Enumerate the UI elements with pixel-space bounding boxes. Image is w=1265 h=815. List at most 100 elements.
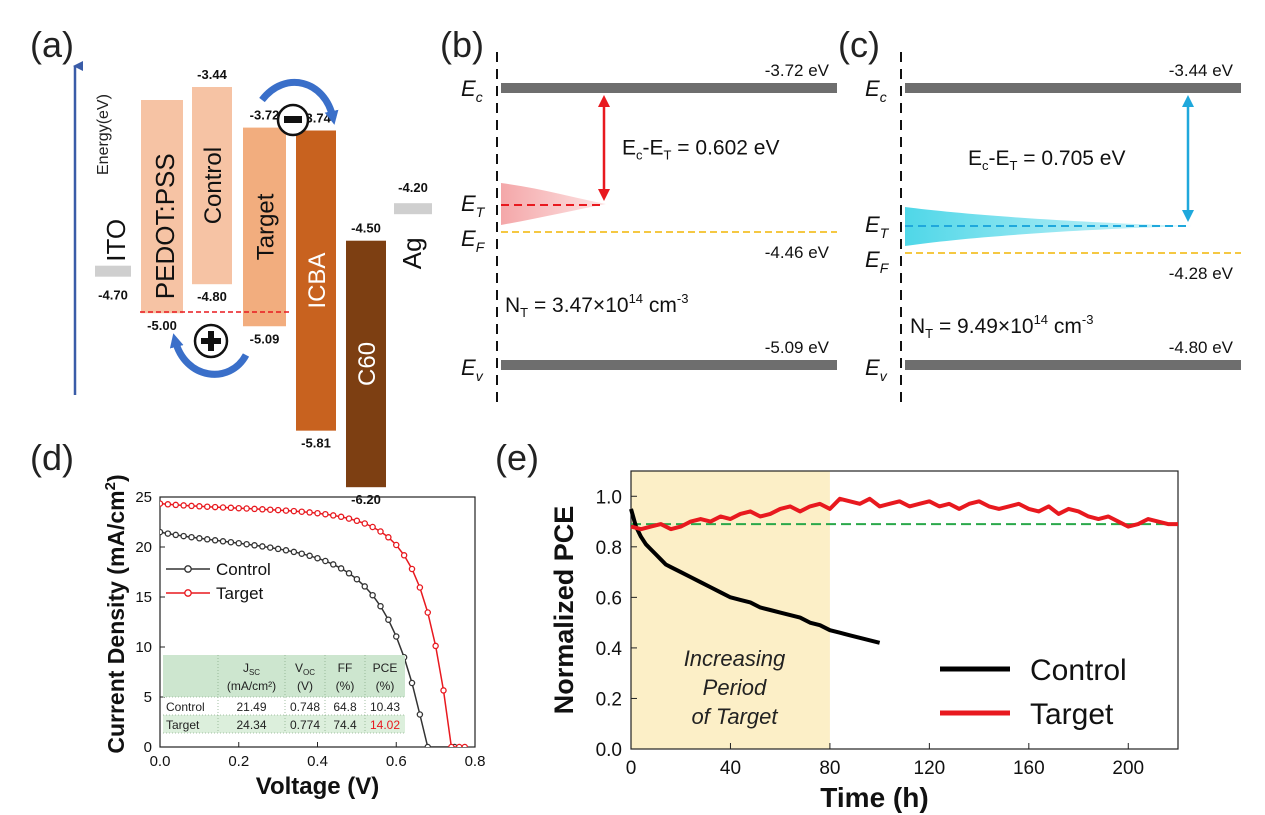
x-tick-label: 0 [626,758,637,779]
data-point-control [322,557,329,565]
table-cell: 64.8 [333,700,357,714]
table-row-label: Control [166,700,205,714]
data-point-target [424,609,431,616]
ec-value: -3.44 eV [1169,61,1234,80]
data-point-target [461,743,469,747]
level-target-top-value: -3.72 [250,108,280,123]
table-header: PCE [373,661,398,675]
et-label: ET [461,191,486,220]
data-point-control [188,533,195,541]
shaded-region-text: Increasing [684,646,786,671]
table-row-target-bg [163,715,405,733]
level-ito [95,265,131,277]
y-axis-label: Normalized PCE [549,506,579,715]
data-point-target [298,508,305,515]
data-point-control [408,679,416,687]
minus-sign [284,116,302,123]
legend-marker-control [184,565,192,573]
level-pedot [141,100,183,314]
data-point-target [322,510,329,518]
data-point-control [282,547,290,554]
data-point-target [227,504,235,512]
ef-value: -4.28 eV [1169,264,1234,283]
level-ito-value: -4.70 [98,288,128,303]
data-point-target [164,501,172,508]
data-point-control [211,537,219,544]
table-header: VOC [295,661,315,677]
data-point-target [369,523,376,531]
data-point-target [456,743,463,747]
y-tick-label: 1.0 [596,487,622,508]
table-cell: 0.774 [290,718,320,732]
x-tick-label: 80 [819,758,840,779]
jv-chart: 0.0 0.2 0.4 0.6 0.8 0 5 10 15 20 25 Voltage (V) Curr… [102,474,485,800]
ev-value: -4.80 eV [1169,338,1234,357]
data-point-target [385,534,392,541]
series-line-target [630,496,1178,532]
data-point-target [274,506,282,514]
data-point-control [298,550,305,557]
level-control-top-value: -3.44 [197,67,227,82]
x-axis-label: Time (h) [820,782,928,813]
data-point-target [203,503,211,510]
data-point-control [377,602,384,610]
panel-label-a: (a) [30,24,74,65]
data-point-target [353,517,361,525]
energy-level-diagram: Energy(eV) -4.70 ITO PEDOT:PSS -5.00 -3.44 -4… [73,61,432,507]
data-point-control [172,531,179,539]
table-header-unit: (V) [297,679,313,693]
series-line-target [160,502,465,747]
x-tick-label: 0.2 [228,753,249,770]
table-header: FF [338,661,353,675]
level-target-bottom-value: -5.09 [250,331,280,346]
energy-axis-label: Energy(eV) [95,94,112,175]
data-point-target [160,500,164,507]
data-point-control [180,532,187,540]
trap-density-text: NT = 3.47×1014 cm-3 [505,291,688,320]
table-header: JSC [243,661,260,677]
x-tick-label: 40 [720,758,741,779]
legend-label-control: Control [1030,654,1127,687]
table-header-unit: (%) [336,679,355,693]
data-point-control [392,633,400,640]
legend-label-control: Control [216,560,271,579]
data-point-target [251,505,258,513]
data-point-target [408,565,416,573]
conduction-band [905,83,1241,93]
x-tick-label: 0.4 [307,753,328,770]
data-point-control [266,544,274,551]
level-target [243,127,286,327]
electron-transfer-arrow [259,79,339,125]
data-point-target [188,502,195,510]
data-point-target [180,502,187,509]
data-point-control [160,528,164,536]
data-point-control [369,591,376,599]
data-point-control [314,554,321,562]
data-point-target [211,503,219,511]
y-tick-label: 10 [135,639,152,656]
data-point-target [314,509,321,517]
table-cell: 14.02 [370,718,400,732]
data-point-control [251,542,258,549]
table-header-unit: (mA/cm²) [227,679,276,693]
data-point-target [416,584,424,591]
legend-label-target: Target [216,584,264,603]
data-point-target [259,506,266,513]
data-point-target [448,743,455,747]
data-point-control [424,743,431,747]
panel-label-b: (b) [440,24,484,65]
y-tick-label: 0.2 [596,689,622,710]
data-point-control [219,538,227,545]
data-point-target [235,504,242,512]
panel-label-d: (d) [30,437,74,478]
table-cell: 24.34 [236,718,266,732]
data-point-control [164,530,172,537]
data-point-control [243,540,250,548]
level-icba-bottom-value: -5.81 [301,436,331,451]
x-tick-label: 0.6 [386,753,407,770]
data-point-target [377,528,384,535]
data-point-target [172,501,179,509]
level-icba [296,130,336,431]
level-control-name: Control [200,147,227,224]
level-pedot-value: -5.00 [147,318,177,333]
